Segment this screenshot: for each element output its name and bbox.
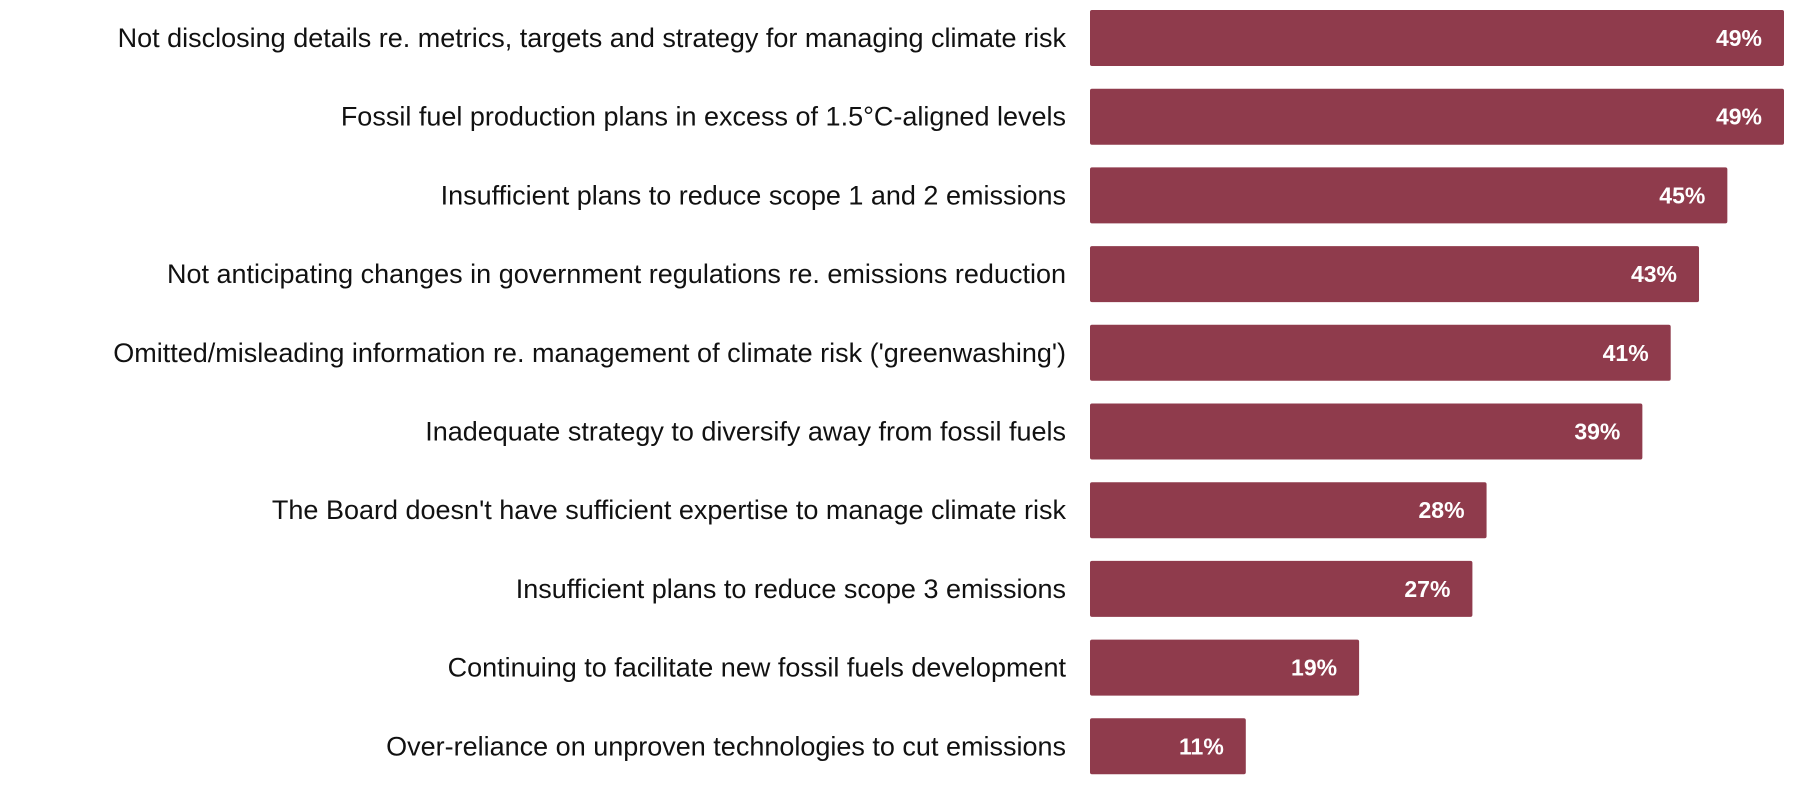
bar-4 [1090, 246, 1700, 303]
bar-10 [1090, 718, 1246, 775]
category-label-5: Omitted/misleading information re. manag… [113, 338, 1066, 368]
category-label-8: Insufficient plans to reduce scope 3 emi… [516, 574, 1066, 604]
category-label-6: Inadequate strategy to diversify away fr… [425, 417, 1066, 447]
bar-5 [1090, 324, 1671, 381]
value-label-4: 43% [1631, 261, 1677, 287]
bars-layer [1090, 10, 1784, 775]
bar-9 [1090, 639, 1360, 696]
bar-1 [1090, 10, 1784, 66]
category-label-4: Not anticipating changes in government r… [167, 259, 1066, 289]
bar-2 [1090, 88, 1784, 145]
bar-6 [1090, 403, 1643, 460]
value-label-6: 39% [1574, 419, 1620, 445]
category-label-9: Continuing to facilitate new fossil fuel… [448, 653, 1067, 683]
category-label-3: Insufficient plans to reduce scope 1 and… [441, 180, 1066, 210]
bar-8 [1090, 560, 1473, 617]
value-labels-layer: 49% 49% 45% 43% 41% 39% 28% 27% 19% 11% [1179, 25, 1762, 759]
value-label-10: 11% [1179, 733, 1224, 759]
category-label-10: Over-reliance on unproven technologies t… [386, 731, 1066, 761]
value-label-8: 27% [1404, 576, 1450, 602]
value-label-1: 49% [1716, 25, 1762, 51]
value-label-7: 28% [1419, 497, 1465, 523]
category-labels-layer: Not disclosing details re. metrics, targ… [113, 23, 1066, 761]
value-label-2: 49% [1716, 104, 1762, 130]
bar-7 [1090, 482, 1487, 539]
value-label-9: 19% [1291, 655, 1337, 681]
category-label-7: The Board doesn't have sufficient expert… [272, 495, 1067, 525]
category-label-1: Not disclosing details re. metrics, targ… [118, 23, 1067, 53]
value-label-5: 41% [1603, 340, 1649, 366]
bar-3 [1090, 167, 1728, 224]
category-label-2: Fossil fuel production plans in excess o… [341, 102, 1066, 132]
value-label-3: 45% [1659, 182, 1705, 208]
